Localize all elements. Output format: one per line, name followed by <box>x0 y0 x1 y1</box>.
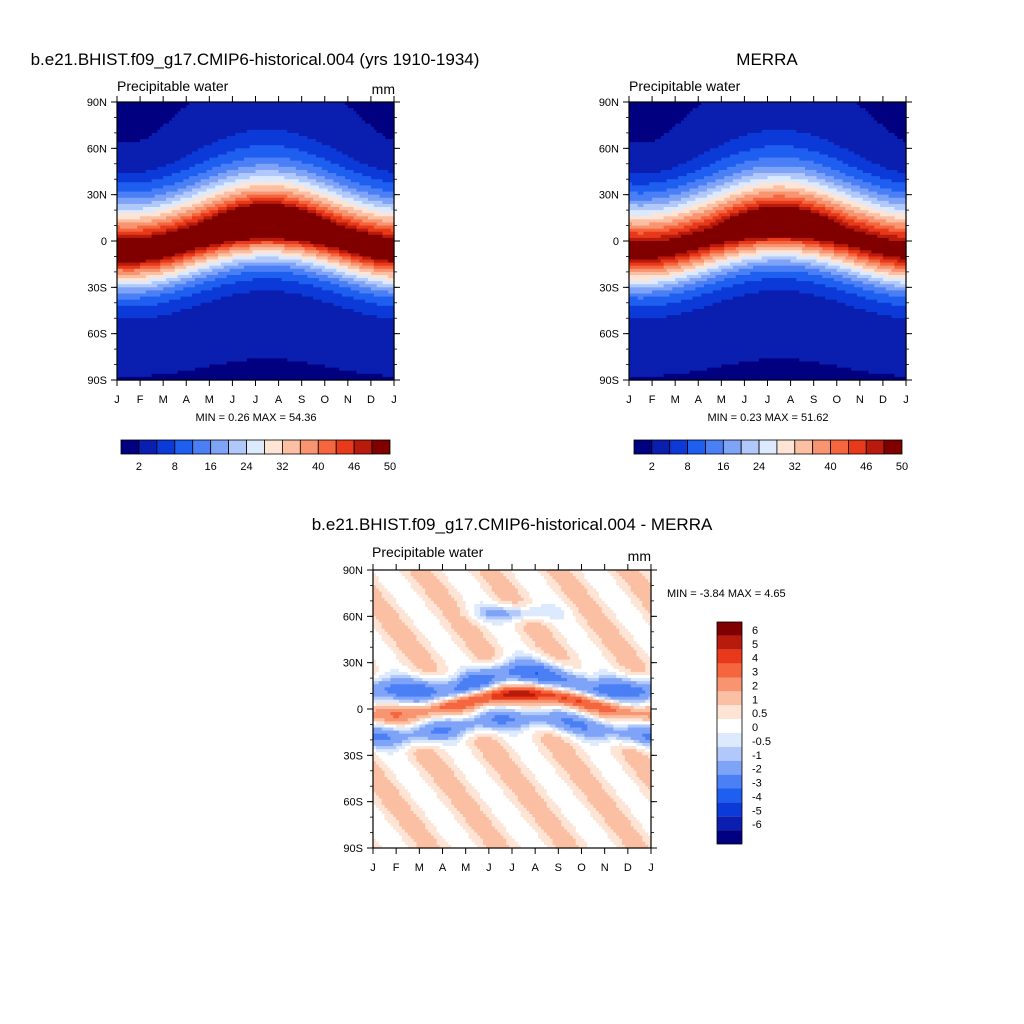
panel1-title: b.e21.BHIST.f09_g17.CMIP6-historical.004… <box>31 50 480 69</box>
panel1-field <box>117 102 395 381</box>
panel1-subtitle: Precipitable water <box>117 78 229 94</box>
panel1-units: mm <box>372 81 395 97</box>
